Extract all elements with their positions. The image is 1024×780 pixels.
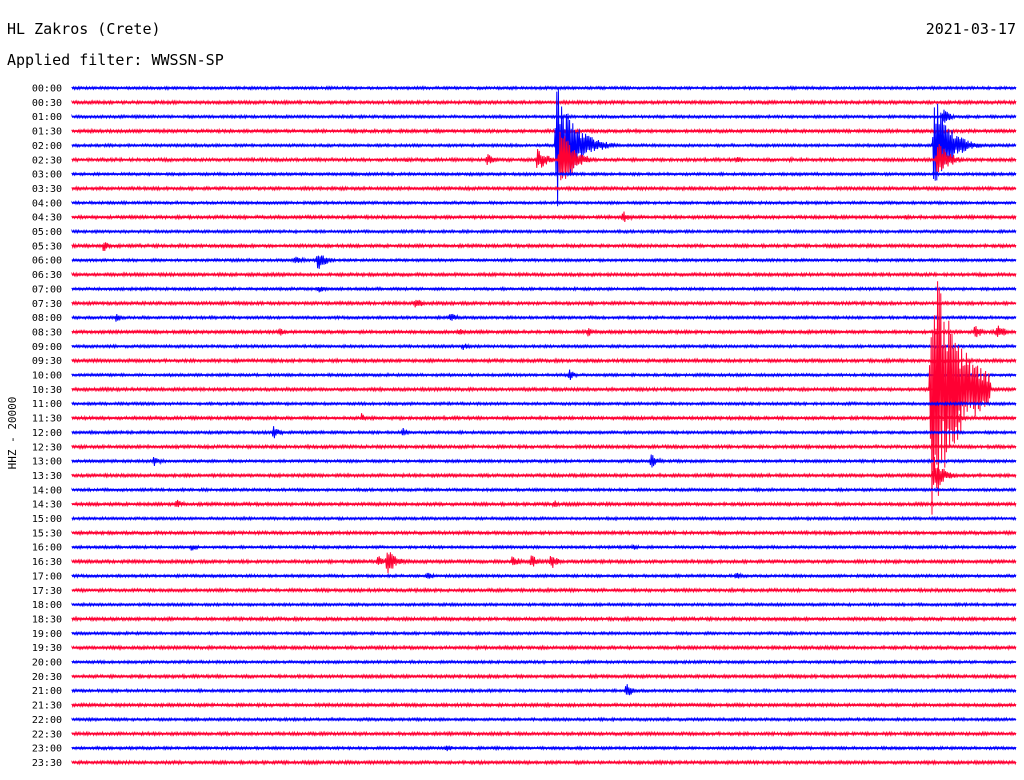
- trace-row: [71, 684, 1017, 696]
- row-time-label: 16:30: [32, 557, 62, 568]
- date-label: 2021-03-17: [925, 20, 1016, 38]
- row-time-label: 05:00: [32, 227, 62, 238]
- row-time-label: 16:00: [32, 543, 62, 554]
- row-time-label: 04:00: [32, 198, 62, 209]
- row-time-label: 21:00: [32, 686, 62, 697]
- row-time-label: 14:30: [32, 500, 62, 511]
- row-time-label: 11:00: [32, 399, 62, 410]
- row-time-label: 02:30: [32, 155, 62, 166]
- row-time-label: 19:00: [32, 629, 62, 640]
- seismic-traces: [71, 85, 1017, 766]
- row-time-label: 20:00: [32, 658, 62, 669]
- row-time-label: 17:30: [32, 586, 62, 597]
- row-time-label: 22:00: [32, 715, 62, 726]
- row-time-label: 03:00: [32, 170, 62, 181]
- filter-label: Applied filter: WWSSN-SP: [7, 51, 224, 69]
- row-time-label: 10:30: [32, 385, 62, 396]
- row-time-label: 12:30: [32, 442, 62, 453]
- row-time-label: 12:00: [32, 428, 62, 439]
- row-time-label: 01:30: [32, 127, 62, 138]
- row-time-label: 23:30: [32, 758, 62, 769]
- row-time-label: 19:30: [32, 643, 62, 654]
- row-time-label: 13:00: [32, 457, 62, 468]
- row-time-label: 20:30: [32, 672, 62, 683]
- trace-row: [71, 552, 1017, 574]
- row-time-label: 05:30: [32, 241, 62, 252]
- row-time-label: 06:00: [32, 256, 62, 267]
- row-time-label: 08:00: [32, 313, 62, 324]
- row-time-label: 18:30: [32, 614, 62, 625]
- row-time-label: 09:00: [32, 342, 62, 353]
- trace-row: [71, 255, 1017, 269]
- row-time-label: 04:30: [32, 213, 62, 224]
- row-time-label: 07:30: [32, 299, 62, 310]
- row-time-label: 15:30: [32, 528, 62, 539]
- row-time-label: 01:00: [32, 112, 62, 123]
- row-time-label: 00:00: [32, 84, 62, 95]
- row-time-label: 18:00: [32, 600, 62, 611]
- row-time-label: 00:30: [32, 98, 62, 109]
- row-time-label: 03:30: [32, 184, 62, 195]
- row-time-label: 10:00: [32, 371, 62, 382]
- station-title: HL Zakros (Crete): [7, 20, 161, 38]
- row-time-label: 06:30: [32, 270, 62, 281]
- row-time-label: 02:00: [32, 141, 62, 152]
- row-time-label: 14:00: [32, 485, 62, 496]
- row-time-label: 09:30: [32, 356, 62, 367]
- row-time-label: 22:30: [32, 729, 62, 740]
- row-time-label: 13:30: [32, 471, 62, 482]
- row-time-label: 15:00: [32, 514, 62, 525]
- time-tick-labels: 00:00 00:30 01:00 01:30 02:00 02:30 03:00 03:30…: [32, 84, 62, 769]
- row-time-label: 08:30: [32, 327, 62, 338]
- row-time-label: 17:00: [32, 571, 62, 582]
- row-time-label: 23:00: [32, 744, 62, 755]
- row-time-label: 07:00: [32, 284, 62, 295]
- row-time-label: 11:30: [32, 414, 62, 425]
- row-time-label: 21:30: [32, 701, 62, 712]
